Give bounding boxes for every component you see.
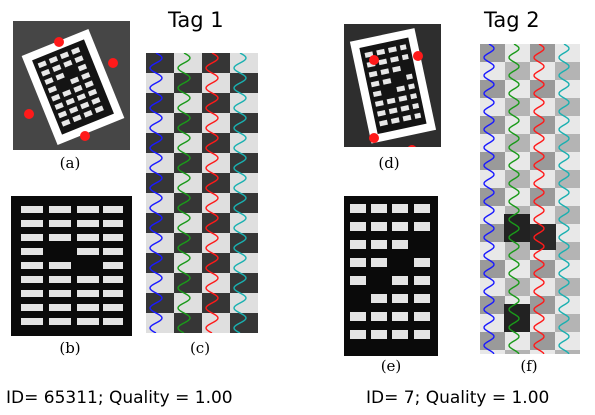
- caption-d: (d): [378, 154, 400, 172]
- tag2-binarized: [344, 196, 438, 356]
- caption-f: (f): [520, 357, 538, 375]
- tag2-title: Tag 2: [484, 8, 540, 32]
- tag2-id-quality: ID= 7; Quality = 1.00: [366, 388, 550, 408]
- caption-c: (c): [189, 339, 211, 357]
- caption-e: (e): [380, 357, 402, 375]
- tag1-title: Tag 1: [168, 8, 224, 32]
- tag1-photo: [13, 21, 130, 150]
- tag2-profile-strip: [480, 44, 580, 354]
- tag1-id-quality: ID= 65311; Quality = 1.00: [6, 388, 233, 408]
- caption-a: (a): [59, 154, 81, 172]
- caption-b: (b): [59, 339, 81, 357]
- tag2-photo: [344, 24, 441, 147]
- tag1-binarized: [11, 196, 132, 336]
- tag1-profile-strip: [146, 53, 258, 333]
